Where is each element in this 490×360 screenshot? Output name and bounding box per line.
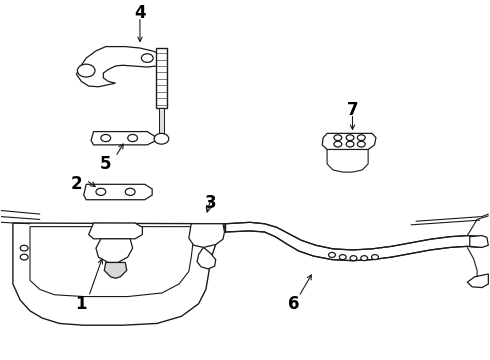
- Circle shape: [101, 134, 111, 141]
- Polygon shape: [159, 108, 164, 137]
- Polygon shape: [327, 149, 368, 172]
- Circle shape: [20, 245, 28, 251]
- Text: 7: 7: [347, 101, 358, 119]
- Polygon shape: [322, 134, 376, 149]
- Circle shape: [142, 54, 153, 62]
- Text: 6: 6: [288, 295, 299, 313]
- Polygon shape: [76, 46, 167, 87]
- Circle shape: [77, 64, 95, 77]
- Circle shape: [96, 188, 106, 195]
- Polygon shape: [470, 235, 489, 247]
- Polygon shape: [197, 247, 216, 269]
- Circle shape: [329, 252, 335, 257]
- Polygon shape: [13, 223, 225, 325]
- Text: 5: 5: [100, 155, 112, 173]
- Circle shape: [125, 188, 135, 195]
- Circle shape: [154, 134, 169, 144]
- Circle shape: [350, 256, 357, 261]
- Circle shape: [20, 254, 28, 260]
- Text: 2: 2: [71, 175, 82, 193]
- Circle shape: [357, 141, 365, 147]
- Circle shape: [346, 141, 354, 147]
- Polygon shape: [225, 222, 482, 261]
- Circle shape: [334, 135, 342, 140]
- Circle shape: [339, 255, 346, 260]
- Polygon shape: [89, 223, 143, 239]
- Polygon shape: [467, 274, 489, 288]
- Polygon shape: [91, 132, 155, 145]
- Polygon shape: [84, 184, 152, 200]
- Circle shape: [371, 255, 378, 260]
- Circle shape: [361, 256, 368, 261]
- Polygon shape: [30, 226, 198, 297]
- Text: 4: 4: [134, 4, 146, 22]
- Circle shape: [334, 141, 342, 147]
- Polygon shape: [104, 262, 127, 278]
- Text: 1: 1: [75, 295, 87, 313]
- Circle shape: [357, 135, 365, 140]
- Polygon shape: [96, 239, 133, 262]
- Circle shape: [346, 135, 354, 140]
- Polygon shape: [156, 48, 167, 108]
- Text: 3: 3: [205, 194, 217, 212]
- Polygon shape: [189, 224, 224, 247]
- Circle shape: [128, 134, 138, 141]
